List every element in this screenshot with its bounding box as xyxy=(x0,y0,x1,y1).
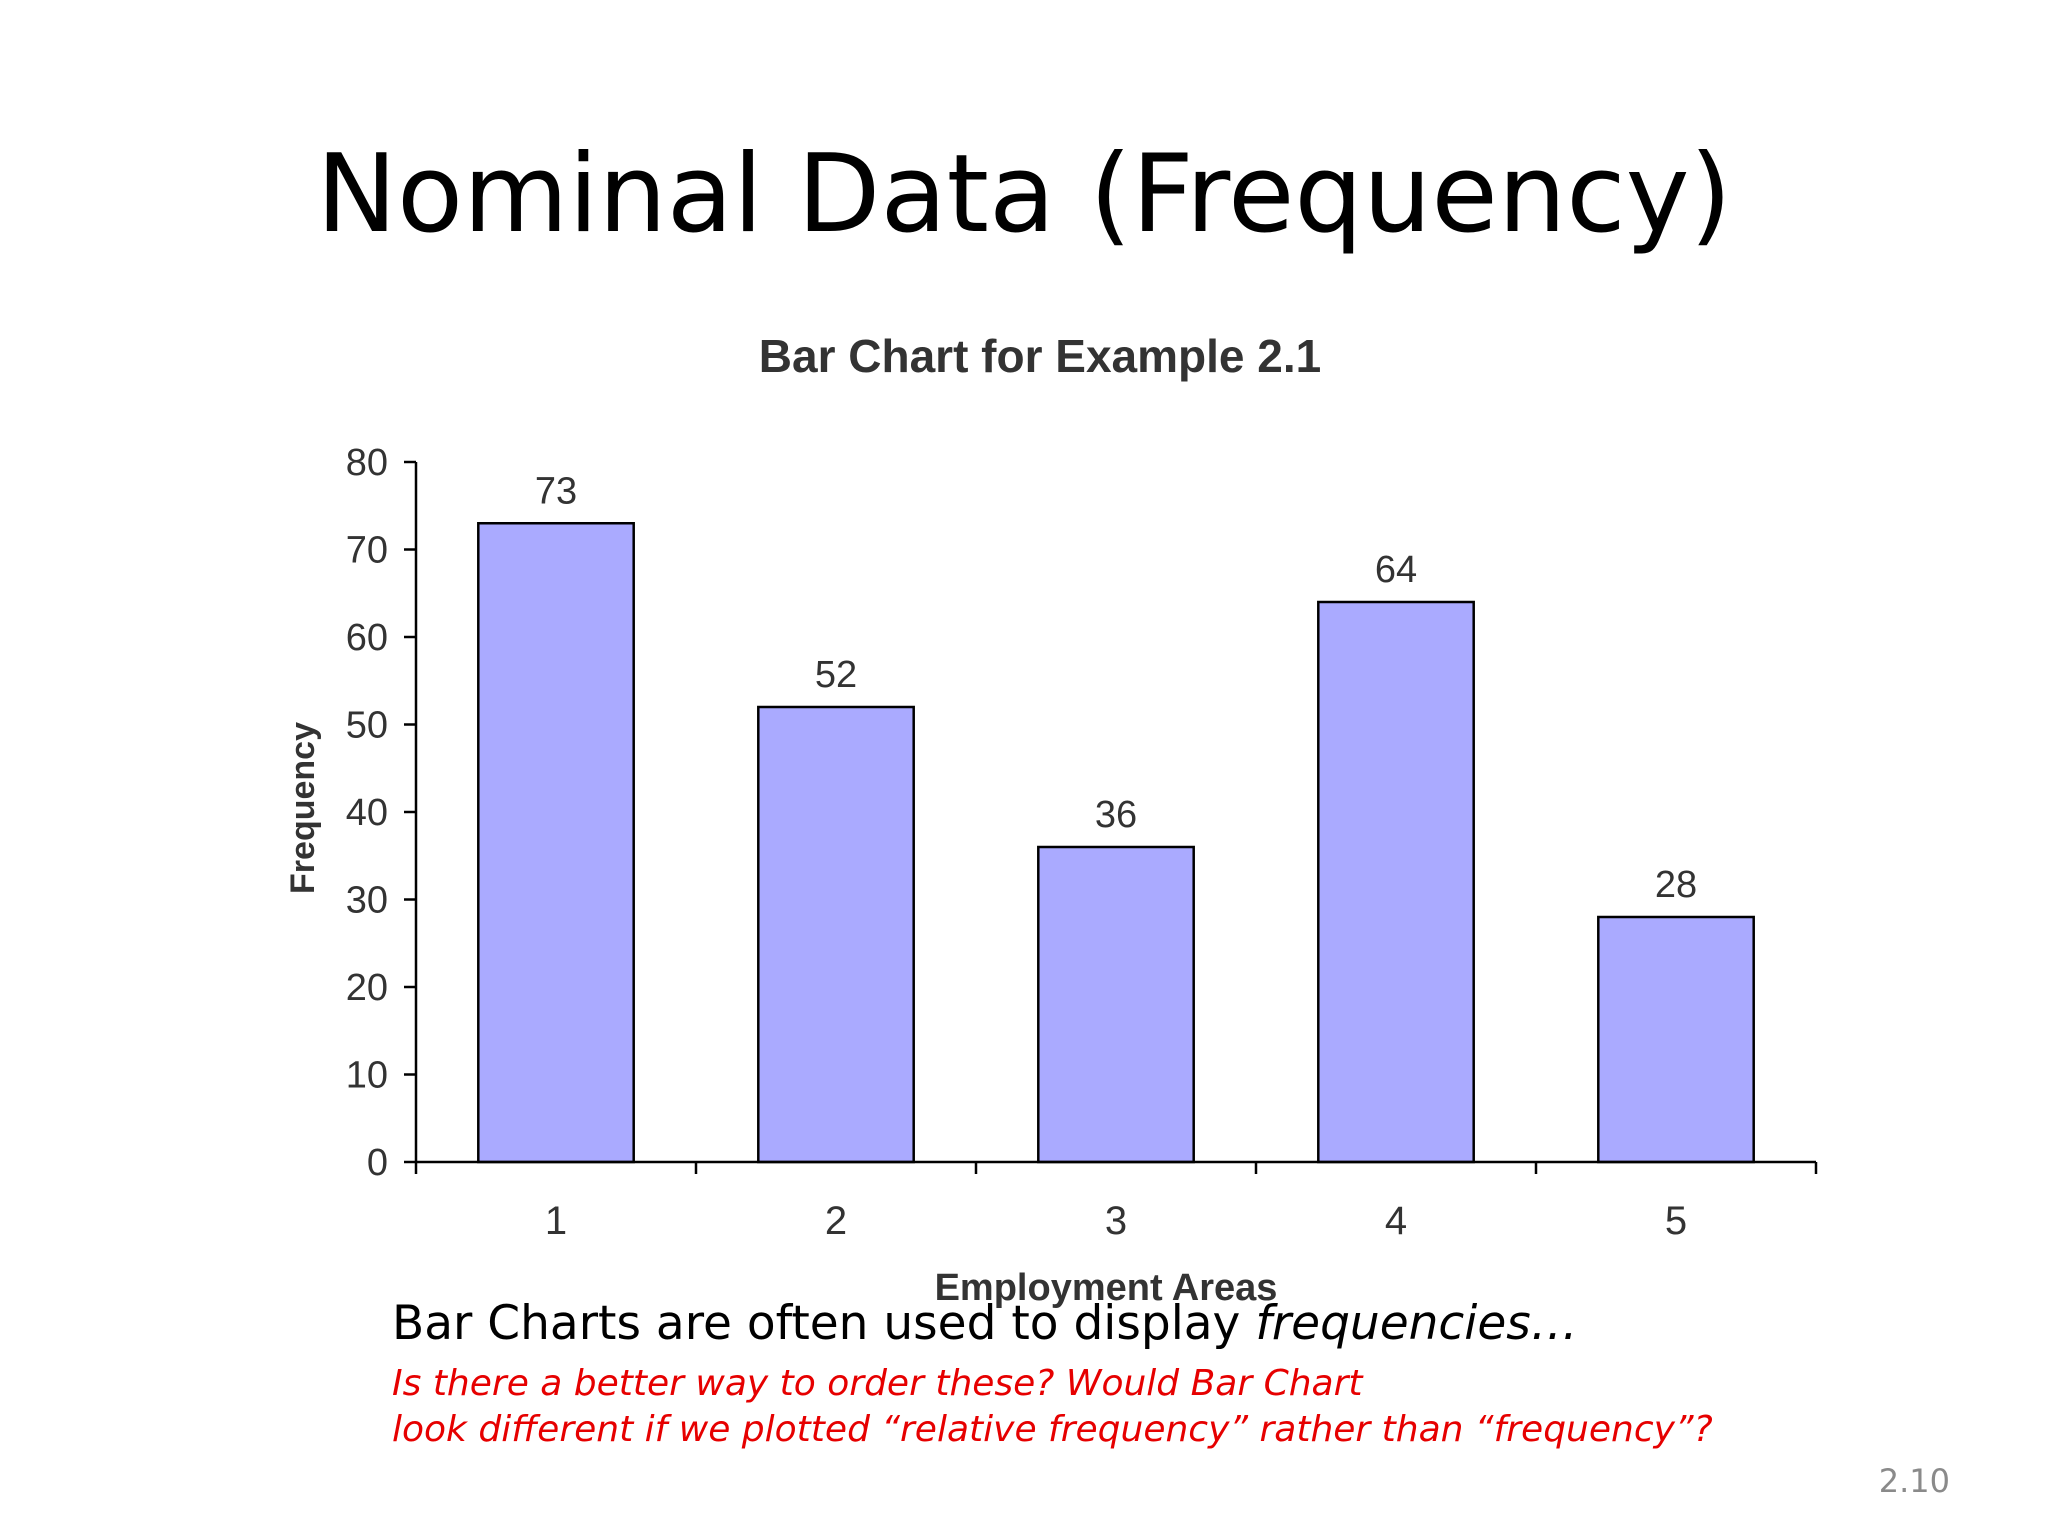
caption-text: Bar Charts are often used to display xyxy=(392,1296,1256,1351)
y-tick-label-10: 10 xyxy=(346,1055,388,1097)
y-tick-label-50: 50 xyxy=(346,705,388,747)
x-tick-label-4: 4 xyxy=(1385,1199,1407,1243)
axes-layer xyxy=(404,460,1818,1174)
y-tick-label-70: 70 xyxy=(346,530,388,572)
y-tick-label-60: 60 xyxy=(346,617,388,659)
x-tick-label-5: 5 xyxy=(1665,1199,1687,1243)
data-label-3: 36 xyxy=(1095,794,1137,836)
y-tick-label-30: 30 xyxy=(346,880,388,922)
bars-layer xyxy=(477,522,1755,1164)
slide-title: Nominal Data (Frequency) xyxy=(316,132,1732,257)
caption-emphasis: frequencies… xyxy=(1255,1296,1578,1351)
y-tick-label-40: 40 xyxy=(346,792,388,834)
bar-4 xyxy=(1317,600,1475,1164)
data-label-1: 73 xyxy=(535,470,577,512)
y-tick-label-0: 0 xyxy=(367,1142,388,1184)
bar-1 xyxy=(477,522,635,1164)
x-tick-label-2: 2 xyxy=(825,1199,847,1243)
data-label-5: 28 xyxy=(1655,864,1697,906)
y-tick-label-80: 80 xyxy=(346,442,388,484)
question-line-1: Is there a better way to order these? Wo… xyxy=(392,1363,1363,1404)
x-tick-label-3: 3 xyxy=(1105,1199,1127,1243)
x-axis-label: Employment Areas xyxy=(935,1267,1278,1309)
y-tick-label-20: 20 xyxy=(346,967,388,1009)
bar-2 xyxy=(757,705,915,1164)
bar-3 xyxy=(1037,845,1195,1164)
data-label-2: 52 xyxy=(815,654,857,696)
y-axis-label: Frequency xyxy=(284,722,322,894)
chart-title: Bar Chart for Example 2.1 xyxy=(759,330,1321,382)
x-tick-label-1: 1 xyxy=(545,1199,567,1243)
slide-number: 2.10 xyxy=(1878,1462,1950,1500)
data-label-4: 64 xyxy=(1375,549,1417,591)
caption: Bar Charts are often used to display fre… xyxy=(392,1296,1892,1352)
bar-5 xyxy=(1597,915,1755,1164)
question-line-2: look different if we plotted “relative f… xyxy=(392,1409,1713,1450)
